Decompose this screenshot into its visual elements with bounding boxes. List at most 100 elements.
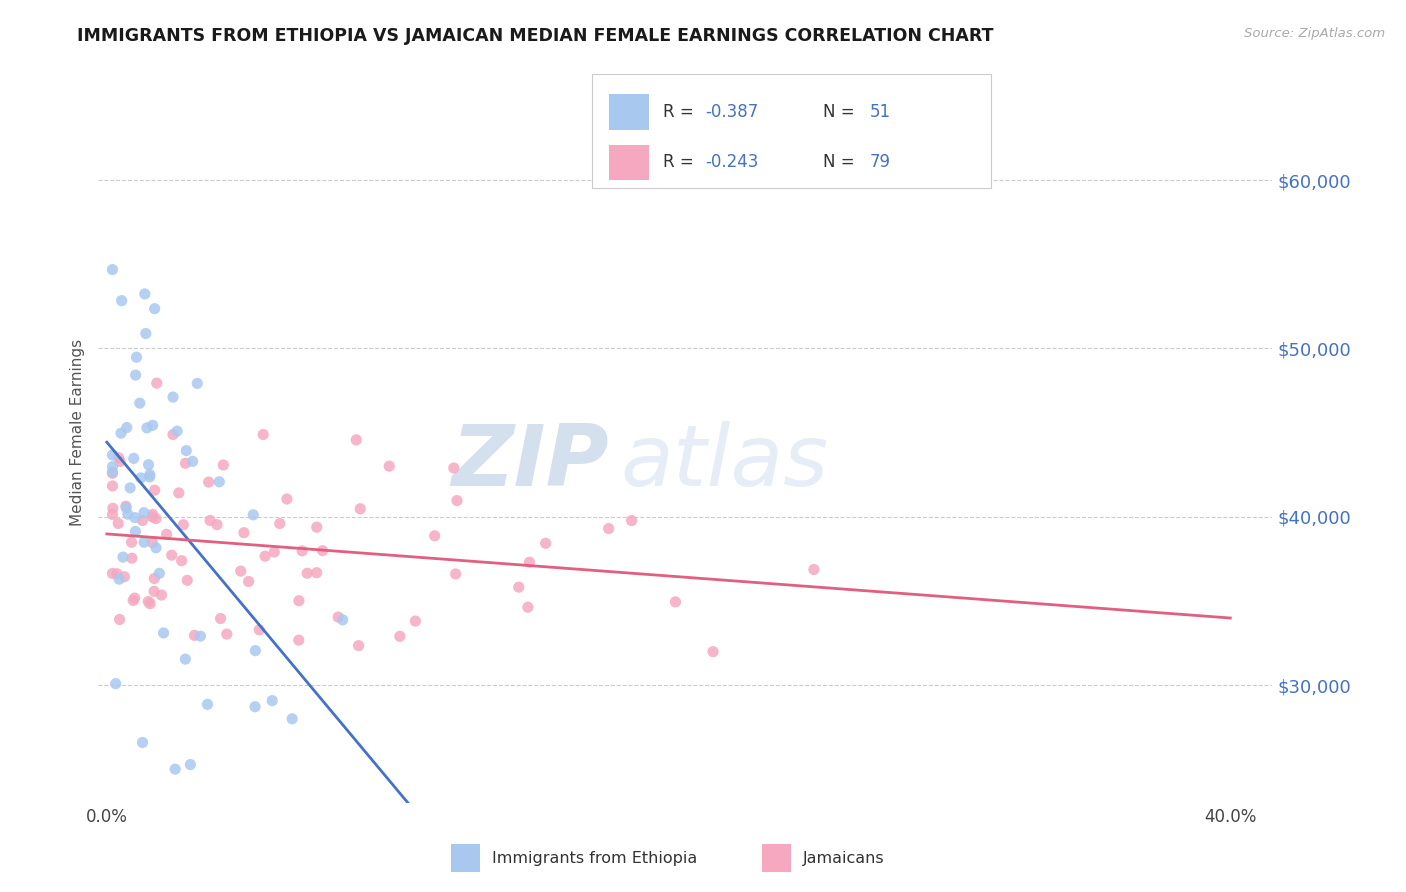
Text: N =: N = bbox=[823, 103, 859, 121]
Point bbox=[347, 639, 370, 653]
Point bbox=[181, 454, 204, 468]
Point bbox=[101, 508, 124, 522]
Point bbox=[132, 506, 155, 520]
Bar bbox=[609, 145, 650, 180]
Bar bbox=[762, 844, 792, 872]
Point bbox=[388, 629, 411, 643]
Point bbox=[136, 594, 159, 608]
Text: ZIP: ZIP bbox=[451, 421, 609, 504]
Point bbox=[238, 574, 260, 589]
Point bbox=[423, 529, 446, 543]
Point bbox=[139, 467, 162, 482]
Point bbox=[598, 522, 620, 536]
Point bbox=[190, 629, 212, 643]
Text: -0.243: -0.243 bbox=[706, 153, 759, 171]
Point bbox=[101, 459, 124, 474]
Point bbox=[212, 458, 235, 472]
Point bbox=[145, 541, 167, 555]
Point bbox=[101, 566, 124, 581]
Point bbox=[150, 588, 173, 602]
Point bbox=[145, 376, 167, 391]
Point bbox=[311, 543, 333, 558]
Point bbox=[205, 517, 228, 532]
Point bbox=[534, 536, 557, 550]
Point bbox=[664, 595, 686, 609]
Text: -0.387: -0.387 bbox=[706, 103, 759, 121]
Point bbox=[176, 574, 198, 588]
Point bbox=[198, 513, 221, 527]
Point bbox=[124, 510, 146, 524]
Point bbox=[101, 467, 124, 481]
Text: 79: 79 bbox=[870, 153, 891, 171]
Point bbox=[148, 566, 170, 581]
Point bbox=[145, 511, 167, 525]
Point bbox=[129, 471, 152, 485]
Point bbox=[107, 450, 129, 465]
Point bbox=[295, 566, 318, 581]
Point bbox=[245, 643, 267, 657]
Point bbox=[108, 612, 131, 626]
Point bbox=[209, 611, 232, 625]
Point bbox=[115, 420, 138, 434]
Point bbox=[135, 326, 157, 341]
Point bbox=[167, 486, 190, 500]
Point bbox=[446, 493, 468, 508]
Point bbox=[444, 566, 467, 581]
Bar bbox=[609, 95, 650, 130]
Point bbox=[197, 698, 219, 712]
Point bbox=[288, 633, 311, 648]
Point bbox=[122, 593, 145, 607]
Point bbox=[117, 507, 139, 521]
Point bbox=[143, 584, 166, 599]
Point bbox=[101, 479, 124, 493]
Point bbox=[134, 286, 156, 301]
Point bbox=[112, 570, 135, 584]
Point bbox=[179, 757, 201, 772]
Point bbox=[170, 554, 193, 568]
Point bbox=[160, 548, 183, 562]
Bar bbox=[450, 844, 479, 872]
Point bbox=[107, 516, 129, 531]
Point bbox=[124, 524, 146, 539]
Text: Source: ZipAtlas.com: Source: ZipAtlas.com bbox=[1244, 27, 1385, 40]
Point bbox=[516, 600, 538, 615]
Point bbox=[131, 735, 153, 749]
Point bbox=[519, 555, 541, 569]
Point bbox=[128, 396, 150, 410]
Point bbox=[121, 535, 143, 549]
Point bbox=[131, 514, 153, 528]
Point bbox=[174, 443, 197, 458]
Point bbox=[276, 491, 298, 506]
Point bbox=[232, 525, 254, 540]
Point bbox=[115, 500, 138, 515]
Point bbox=[139, 597, 162, 611]
Point bbox=[166, 424, 188, 438]
Text: atlas: atlas bbox=[621, 421, 830, 504]
Point bbox=[122, 451, 145, 466]
Point bbox=[111, 293, 134, 308]
Point bbox=[138, 458, 160, 472]
Text: Jamaicans: Jamaicans bbox=[803, 851, 884, 866]
Point bbox=[155, 527, 177, 541]
Point bbox=[101, 465, 124, 479]
Point bbox=[183, 628, 205, 642]
Point bbox=[344, 433, 367, 447]
Point bbox=[254, 549, 277, 564]
Point bbox=[404, 614, 426, 628]
Point bbox=[243, 699, 266, 714]
Point bbox=[702, 645, 724, 659]
Point bbox=[443, 461, 465, 475]
Point bbox=[174, 652, 197, 666]
Point bbox=[125, 350, 148, 364]
Point bbox=[186, 376, 208, 391]
Point bbox=[247, 623, 270, 637]
Point bbox=[288, 593, 311, 607]
Text: IMMIGRANTS FROM ETHIOPIA VS JAMAICAN MEDIAN FEMALE EARNINGS CORRELATION CHART: IMMIGRANTS FROM ETHIOPIA VS JAMAICAN MED… bbox=[77, 27, 994, 45]
Point bbox=[121, 551, 143, 566]
Y-axis label: Median Female Earnings: Median Female Earnings bbox=[70, 339, 86, 526]
Point bbox=[291, 544, 314, 558]
Point bbox=[132, 535, 155, 549]
Point bbox=[197, 475, 219, 489]
Point bbox=[124, 368, 146, 383]
Point bbox=[252, 427, 274, 442]
